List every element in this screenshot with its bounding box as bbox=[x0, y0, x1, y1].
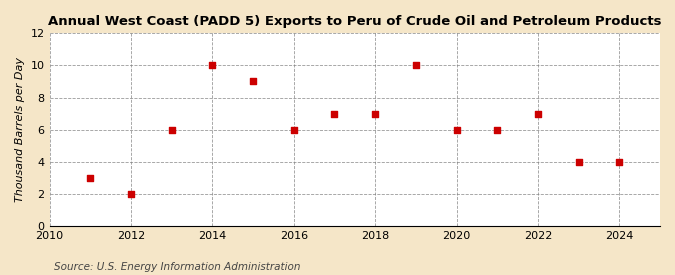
Text: Source: U.S. Energy Information Administration: Source: U.S. Energy Information Administ… bbox=[54, 262, 300, 272]
Point bbox=[614, 160, 624, 164]
Point bbox=[248, 79, 259, 84]
Point bbox=[573, 160, 584, 164]
Point bbox=[288, 127, 299, 132]
Point bbox=[126, 192, 136, 196]
Point bbox=[85, 175, 96, 180]
Point bbox=[166, 127, 177, 132]
Title: Annual West Coast (PADD 5) Exports to Peru of Crude Oil and Petroleum Products: Annual West Coast (PADD 5) Exports to Pe… bbox=[48, 15, 662, 28]
Point bbox=[492, 127, 503, 132]
Point bbox=[207, 63, 218, 68]
Y-axis label: Thousand Barrels per Day: Thousand Barrels per Day bbox=[15, 57, 25, 202]
Point bbox=[451, 127, 462, 132]
Point bbox=[329, 111, 340, 116]
Point bbox=[410, 63, 421, 68]
Point bbox=[533, 111, 543, 116]
Point bbox=[370, 111, 381, 116]
